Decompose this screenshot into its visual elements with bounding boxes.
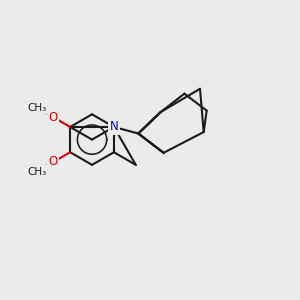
Text: N: N: [110, 121, 118, 134]
Text: O: O: [49, 155, 58, 168]
Text: O: O: [49, 111, 58, 124]
Text: CH₃: CH₃: [27, 103, 46, 112]
Text: CH₃: CH₃: [27, 167, 46, 176]
